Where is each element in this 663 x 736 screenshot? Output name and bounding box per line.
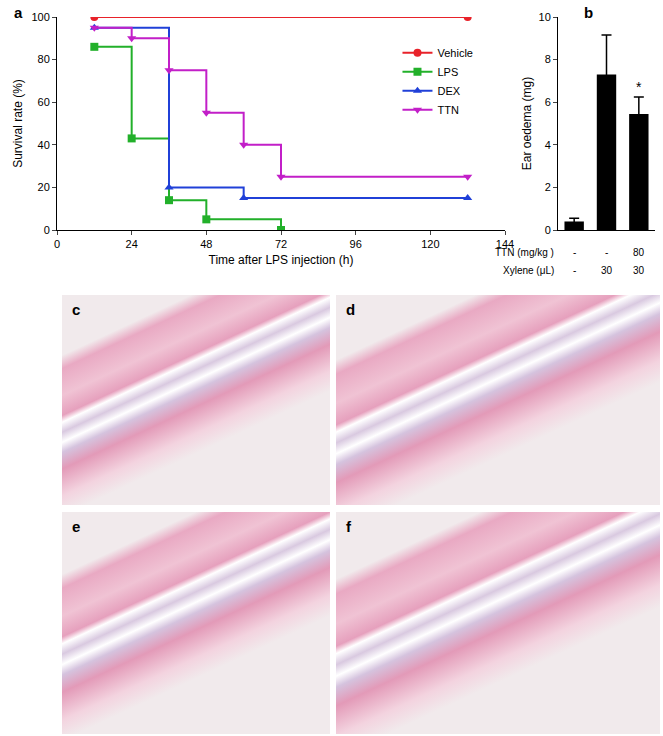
svg-text:0: 0 — [545, 224, 551, 236]
svg-text:TTN (mg/kg ): TTN (mg/kg ) — [495, 247, 554, 258]
svg-text:b: b — [584, 4, 593, 21]
svg-text:24: 24 — [126, 238, 138, 250]
svg-text:2: 2 — [545, 181, 551, 193]
html-text:e: e — [72, 518, 81, 535]
svg-text:20: 20 — [38, 181, 50, 193]
svg-text:40: 40 — [38, 139, 50, 151]
svg-text:60: 60 — [38, 96, 50, 108]
svg-text:96: 96 — [350, 238, 362, 250]
svg-text:10: 10 — [539, 11, 551, 23]
svg-text:30: 30 — [633, 265, 645, 276]
svg-text:Survival rate (%): Survival rate (%) — [11, 79, 25, 168]
svg-text:6: 6 — [545, 96, 551, 108]
svg-text:100: 100 — [31, 11, 49, 23]
svg-text:-: - — [605, 247, 608, 258]
svg-text:LPS: LPS — [437, 66, 458, 78]
svg-text:0: 0 — [54, 238, 60, 250]
svg-text:Ear oedema (mg): Ear oedema (mg) — [520, 77, 534, 170]
svg-text:-: - — [573, 247, 576, 258]
svg-text:144: 144 — [496, 238, 514, 250]
svg-text:8: 8 — [545, 53, 551, 65]
svg-text:30: 30 — [601, 265, 613, 276]
html-text:c: c — [72, 301, 81, 318]
svg-text:0: 0 — [44, 224, 50, 236]
svg-text:Time after LPS injection (h): Time after LPS injection (h) — [209, 253, 354, 267]
svg-text:*: * — [636, 79, 642, 95]
svg-text:TTN: TTN — [437, 104, 458, 116]
svg-text:-: - — [573, 265, 576, 276]
svg-text:72: 72 — [275, 238, 287, 250]
svg-text:80: 80 — [633, 247, 645, 258]
svg-text:DEX: DEX — [437, 85, 460, 97]
svg-text:4: 4 — [545, 139, 551, 151]
svg-text:80: 80 — [38, 53, 50, 65]
svg-text:Vehicle: Vehicle — [437, 47, 472, 59]
svg-text:a: a — [14, 4, 23, 21]
html-text:f: f — [346, 518, 351, 535]
svg-text:Xylene (μL): Xylene (μL) — [503, 265, 554, 276]
svg-text:48: 48 — [200, 238, 212, 250]
html-text:d: d — [346, 301, 356, 318]
svg-text:120: 120 — [421, 238, 439, 250]
